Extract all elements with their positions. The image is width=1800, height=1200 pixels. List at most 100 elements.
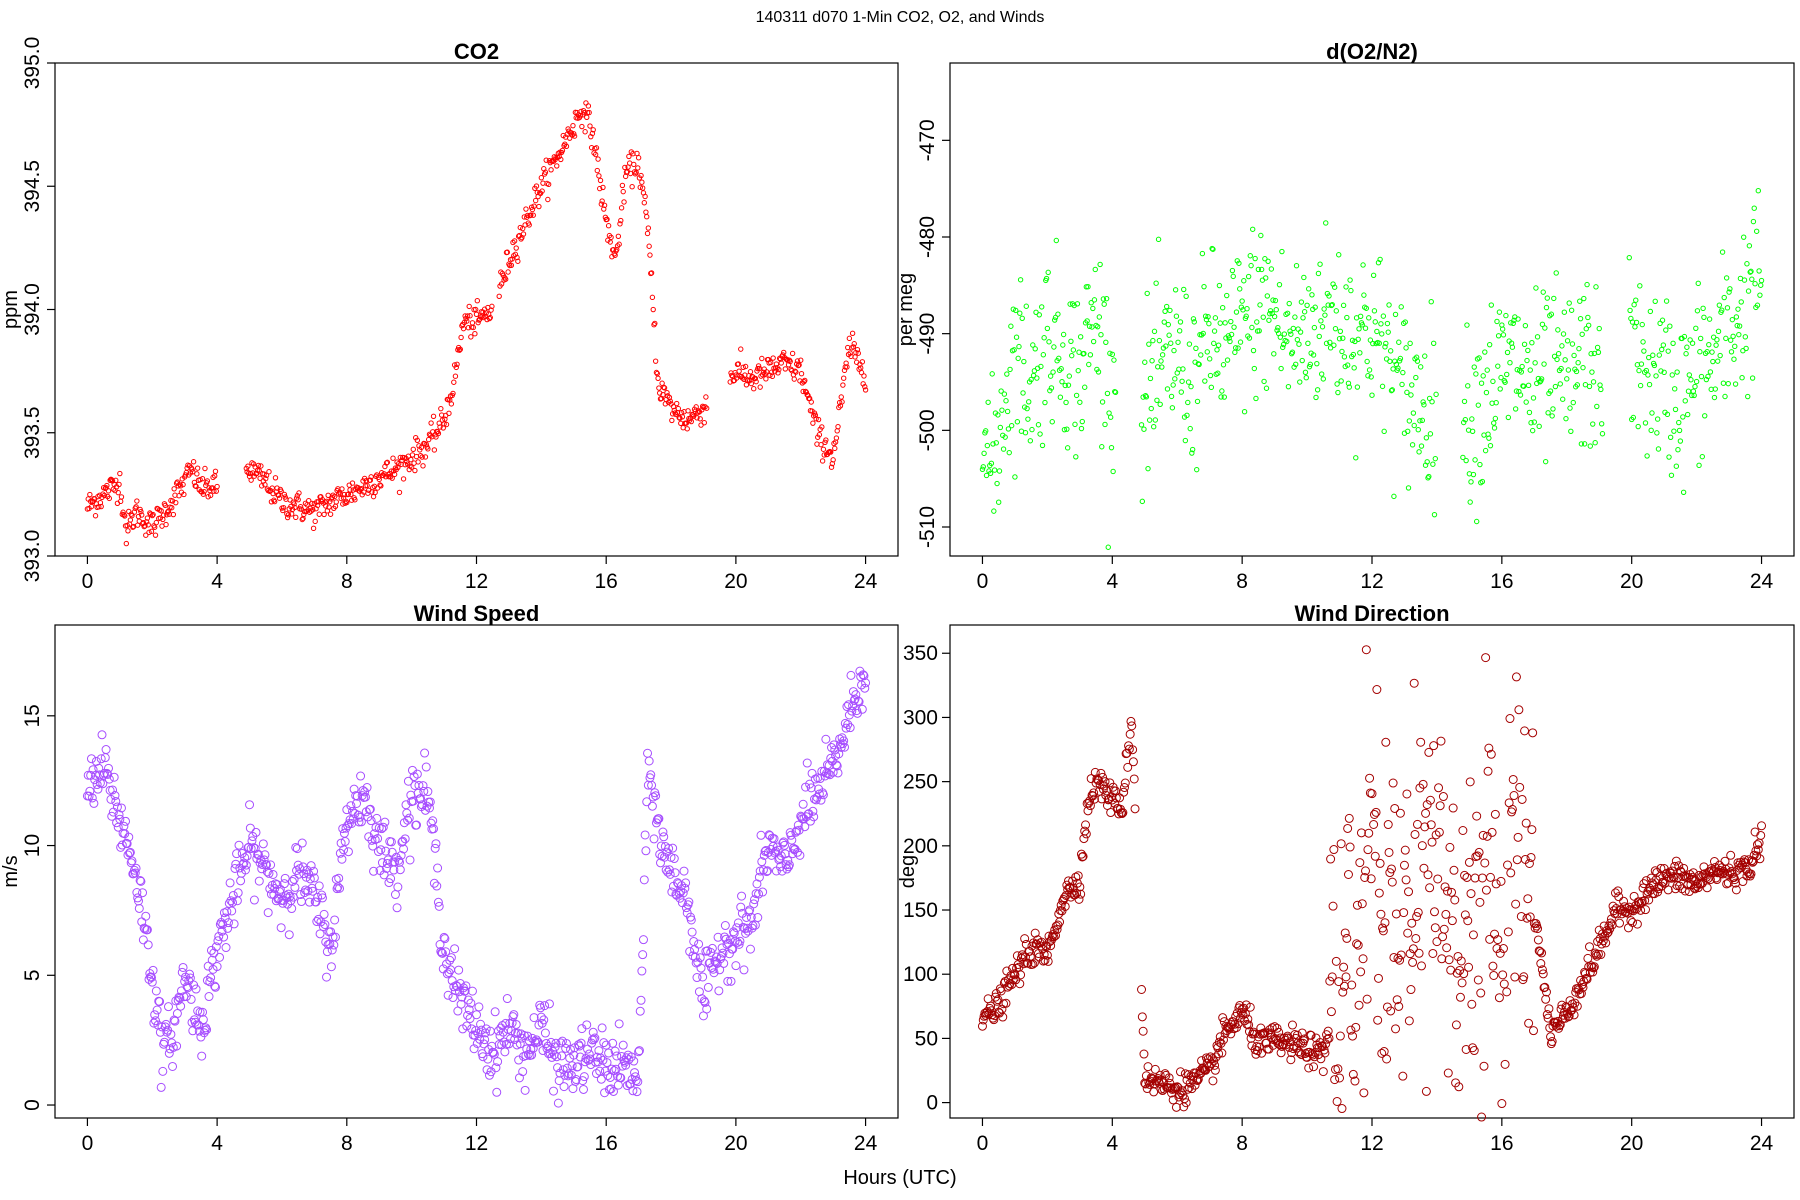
- data-point: [861, 373, 867, 379]
- data-point: [751, 386, 757, 392]
- data-point: [800, 822, 810, 832]
- data-point: [649, 834, 659, 844]
- data-point: [1706, 341, 1712, 348]
- data-point: [1464, 962, 1474, 972]
- data-point: [98, 779, 108, 789]
- data-point: [1299, 357, 1305, 364]
- data-point: [362, 783, 372, 793]
- data-point: [1226, 335, 1232, 341]
- data-point: [1231, 1023, 1241, 1033]
- data-point: [1036, 312, 1042, 318]
- data-point: [810, 774, 820, 784]
- data-point: [1427, 837, 1437, 847]
- data-point: [1520, 726, 1530, 736]
- data-point: [1486, 341, 1493, 348]
- data-point: [1332, 1096, 1342, 1106]
- data-point: [233, 888, 243, 898]
- data-point: [828, 449, 834, 455]
- data-point: [1262, 256, 1268, 262]
- data-point: [713, 932, 723, 942]
- data-point: [1138, 1026, 1148, 1036]
- data-point: [487, 314, 493, 321]
- data-point: [998, 1012, 1008, 1022]
- data-point: [1751, 205, 1757, 211]
- data-point: [429, 824, 439, 834]
- data-point: [712, 958, 722, 968]
- data-point: [1030, 928, 1040, 938]
- data-point: [152, 1005, 162, 1015]
- data-point: [168, 1061, 178, 1071]
- x-tick-label: 12: [465, 570, 488, 593]
- data-point: [102, 768, 112, 778]
- data-point: [1551, 1021, 1561, 1031]
- data-point: [1017, 310, 1023, 316]
- data-point: [557, 1051, 567, 1061]
- data-point: [1351, 1022, 1361, 1032]
- data-point: [1642, 420, 1649, 426]
- data-point: [1509, 791, 1519, 801]
- data-point: [1632, 324, 1638, 330]
- data-point: [796, 362, 802, 368]
- data-point: [163, 1002, 173, 1012]
- data-point: [1153, 280, 1159, 286]
- data-point: [470, 324, 476, 331]
- o2n2-y-axis: -510-500-490-480-470: [916, 119, 950, 548]
- data-point: [223, 923, 233, 933]
- data-point: [600, 184, 606, 191]
- y-tick-label: 393.5: [21, 406, 44, 459]
- data-point: [1411, 422, 1417, 429]
- data-point: [1047, 387, 1053, 394]
- data-point: [1379, 383, 1386, 390]
- data-point: [617, 221, 623, 227]
- data-point: [743, 382, 750, 388]
- data-point: [1464, 857, 1474, 867]
- data-point: [618, 1040, 628, 1050]
- data-point: [1312, 304, 1318, 310]
- data-point: [1007, 366, 1013, 373]
- data-point: [238, 859, 248, 869]
- data-point: [443, 421, 450, 428]
- data-point: [526, 222, 532, 228]
- data-point: [1432, 455, 1439, 462]
- y-tick-label: 150: [903, 899, 938, 922]
- data-point: [1431, 511, 1438, 518]
- data-point: [1370, 851, 1380, 861]
- data-point: [599, 198, 605, 204]
- data-point: [148, 965, 158, 975]
- data-point: [989, 1015, 999, 1025]
- data-point: [741, 928, 751, 938]
- data-point: [309, 500, 315, 507]
- data-point: [1635, 423, 1641, 430]
- data-point: [1186, 341, 1193, 347]
- data-point: [675, 405, 682, 412]
- data-point: [1143, 394, 1150, 400]
- data-point: [758, 887, 768, 897]
- data-point: [1508, 774, 1518, 784]
- data-point: [1477, 873, 1487, 883]
- data-point: [1112, 389, 1119, 395]
- data-point: [1159, 364, 1165, 370]
- data-point: [995, 412, 1001, 418]
- data-point: [1075, 367, 1081, 374]
- data-point: [1728, 349, 1735, 355]
- data-point: [1599, 431, 1606, 437]
- data-point: [1428, 948, 1438, 958]
- data-point: [259, 855, 269, 865]
- data-point: [259, 483, 265, 489]
- data-point: [1490, 809, 1500, 819]
- data-point: [1319, 324, 1326, 330]
- data-point: [555, 1068, 565, 1078]
- data-point: [1500, 332, 1507, 338]
- wind_speed-x-axis: 0 4 8 12 16 20 24: [82, 1118, 878, 1155]
- data-point: [569, 1050, 579, 1060]
- data-point: [1515, 316, 1521, 322]
- data-point: [1730, 333, 1736, 340]
- data-point: [1433, 874, 1443, 884]
- data-point: [1443, 1068, 1453, 1078]
- data-point: [548, 167, 554, 173]
- data-point: [832, 761, 842, 771]
- data-point: [331, 493, 338, 500]
- data-point: [327, 511, 334, 517]
- data-point: [1522, 322, 1529, 329]
- data-point: [650, 306, 656, 313]
